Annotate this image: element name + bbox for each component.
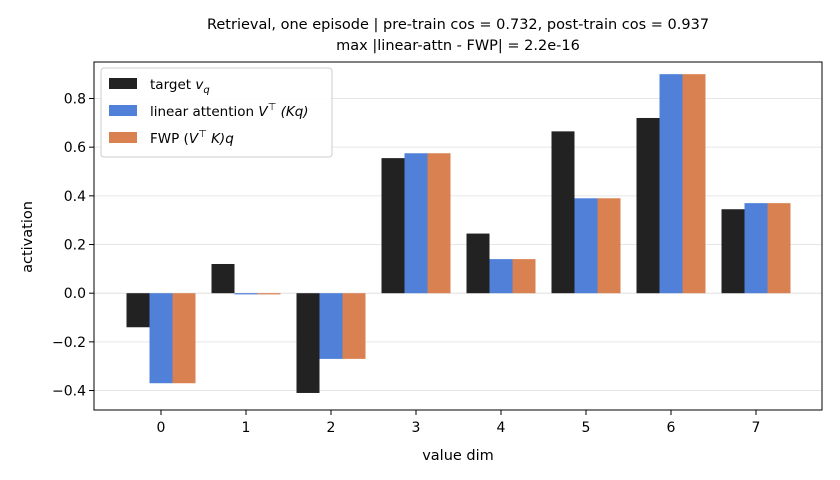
bar-series0-dim5: [551, 131, 575, 294]
chart-title-line1: Retrieval, one episode | pre-train cos =…: [207, 17, 709, 33]
legend-swatch-1: [109, 105, 137, 116]
bar-series0-dim6: [636, 117, 660, 294]
bar-series1-dim4: [489, 259, 513, 294]
bar-series1-dim3: [404, 153, 428, 294]
legend: target vq linear attention V⊤ (Kq) FWP (V⊤…: [100, 67, 333, 158]
x-tick-label: 4: [497, 420, 506, 436]
plot-frame: [93, 61, 823, 411]
bar-series0-dim4: [466, 233, 490, 294]
bar-series2-dim7: [767, 203, 791, 294]
legend-entry-0: target vq: [150, 77, 210, 96]
bar-series0-dim7: [721, 209, 745, 294]
legend-swatch-2: [109, 132, 137, 143]
y-tick-label: 0.2: [64, 238, 86, 254]
x-tick-label: 0: [157, 420, 166, 436]
bar-series0-dim0: [126, 293, 150, 328]
bar-series1-dim0: [149, 293, 173, 384]
bar-series2-dim5: [597, 198, 621, 294]
bar-series2-dim0: [172, 293, 196, 384]
bar-series2-dim4: [512, 259, 536, 294]
x-axis-label: value dim: [422, 448, 494, 464]
x-tick-label: 7: [752, 420, 761, 436]
bar-series2-dim3: [427, 153, 451, 294]
bar-series2-dim1: [257, 293, 281, 295]
y-tick-label: 0.6: [64, 140, 86, 156]
chart-title-line2: max |linear-attn - FWP| = 2.2e-16: [336, 38, 580, 54]
y-tick-label: 0.0: [64, 286, 86, 302]
axes: −0.4 −0.2 0.0 0.2 0.4 0.6 0.8 0 1 2 3 4 5 6 7: [52, 61, 823, 436]
y-axis-label: activation: [20, 201, 36, 273]
bar-series2-dim2: [342, 293, 366, 359]
bar-series1-dim6: [659, 74, 683, 294]
x-tick-label: 2: [327, 420, 336, 436]
bar-series1-dim5: [574, 198, 598, 294]
bar-series0-dim1: [211, 263, 235, 294]
x-tick-label: 1: [242, 420, 251, 436]
y-tick-label: 0.4: [64, 189, 86, 205]
bar-series2-dim6: [682, 74, 706, 294]
x-tick-label: 6: [667, 420, 676, 436]
y-tick-label: −0.2: [52, 335, 86, 351]
bar-series1-dim7: [744, 203, 768, 294]
legend-box: [100, 67, 333, 158]
y-tick-label: −0.4: [52, 384, 86, 400]
y-tick-label: 0.8: [64, 92, 86, 108]
x-tick-label: 3: [412, 420, 421, 436]
bar-series0-dim2: [296, 293, 320, 393]
bar-series1-dim1: [234, 293, 258, 295]
legend-entry-2: FWP (V⊤ K)q: [150, 129, 234, 147]
bars: [126, 74, 791, 393]
x-tick-label: 5: [582, 420, 591, 436]
legend-entry-1: linear attention V⊤ (Kq): [150, 102, 309, 120]
bar-series1-dim2: [319, 293, 343, 359]
legend-swatch-0: [109, 78, 137, 89]
bar-series0-dim3: [381, 158, 405, 294]
